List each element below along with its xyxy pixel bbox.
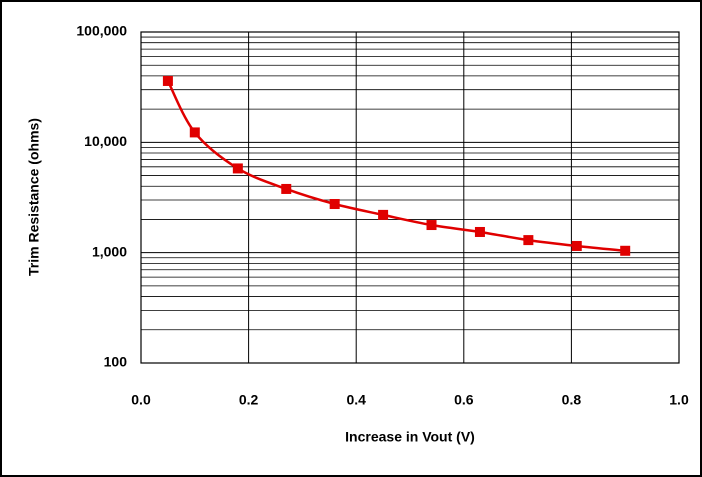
x-tick-label: 0.8 (562, 392, 582, 408)
x-tick-label: 1.0 (669, 392, 689, 408)
x-axis-label: Increase in Vout (V) (345, 429, 475, 445)
y-tick-label: 100 (104, 354, 128, 370)
point-marker (571, 240, 582, 251)
point-marker (162, 75, 173, 86)
point-marker (620, 245, 631, 256)
x-tick-label: 0.6 (454, 392, 474, 408)
y-tick-label: 100,000 (76, 23, 127, 39)
point-marker (189, 127, 200, 138)
point-marker (426, 220, 437, 231)
point-marker (281, 183, 292, 194)
x-tick-label: 0.0 (131, 392, 151, 408)
x-tick-label: 0.2 (239, 392, 259, 408)
x-tick-label: 0.4 (346, 392, 366, 408)
y-axis-label: Trim Resistance (ohms) (26, 118, 42, 276)
point-marker (378, 209, 389, 220)
plot-area (140, 31, 680, 364)
point-marker (523, 235, 534, 246)
y-tick-label: 10,000 (84, 133, 127, 149)
point-marker (474, 226, 485, 237)
point-marker (232, 163, 243, 174)
point-marker (329, 199, 340, 210)
y-tick-label: 1,000 (92, 243, 127, 259)
